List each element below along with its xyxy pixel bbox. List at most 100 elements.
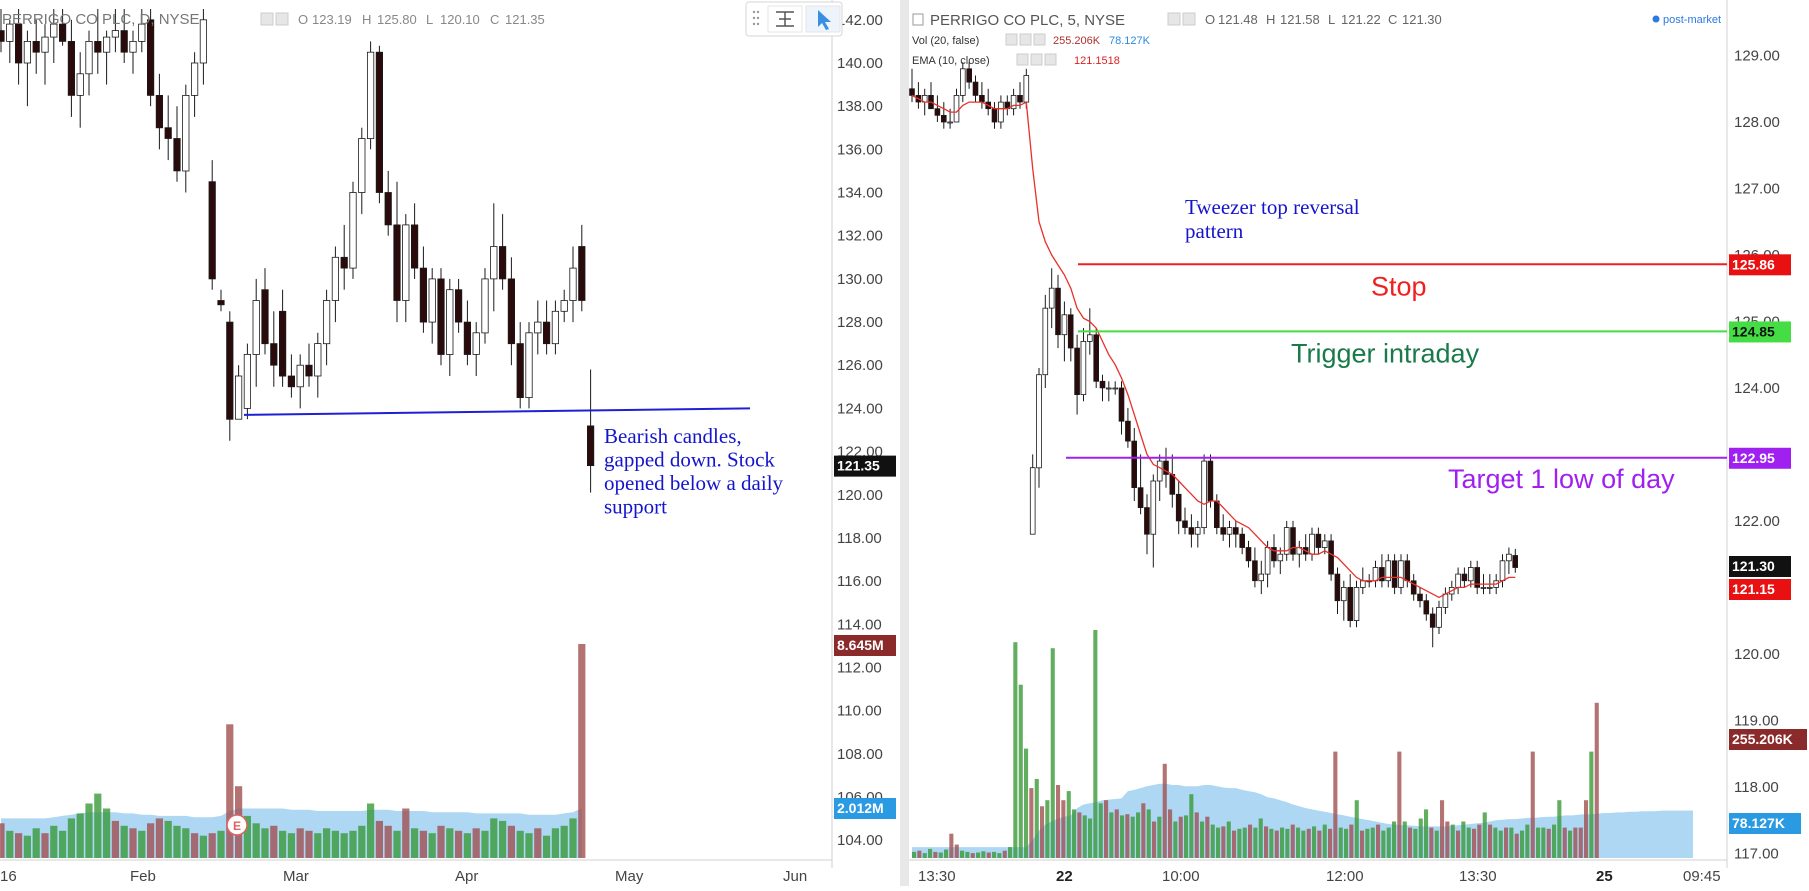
left-y-tick-label: 132.00	[837, 228, 883, 245]
left-volume-bar	[279, 830, 287, 858]
right-volume-bar	[1509, 827, 1514, 858]
left-volume-bar	[208, 833, 216, 858]
right-candle-body	[1487, 587, 1493, 589]
vol-legend-label[interactable]: Vol (20, false)	[912, 35, 979, 47]
right-volume-bar	[1328, 828, 1333, 858]
right-volume-bar	[1082, 815, 1087, 858]
left-volume-bar	[455, 830, 463, 858]
left-volume-bar	[41, 833, 49, 858]
left-volume-bar	[252, 823, 260, 858]
right-volume-bar	[997, 853, 1002, 858]
right-volume-bar	[1424, 809, 1429, 858]
ema-legend-settings-icon[interactable]	[1016, 53, 1057, 66]
right-price-axis[interactable]: 129.00128.00127.00126.00125.00124.00123.…	[1729, 48, 1807, 863]
left-x-tick-label: 16	[0, 868, 17, 885]
left-volume-bar	[516, 830, 524, 858]
right-candle	[1144, 494, 1150, 555]
right-volume-bar	[1546, 828, 1551, 858]
left-candle-body	[190, 62, 199, 96]
right-volume-bar	[1392, 821, 1397, 858]
right-pane-maximize-icon[interactable]	[912, 13, 924, 26]
left-volume-bar	[243, 815, 251, 858]
drag-handle-icon[interactable]	[752, 10, 760, 26]
right-y-tick-label: 119.00	[1734, 712, 1779, 729]
right-volume-pane	[912, 630, 1693, 858]
left-candle-body	[146, 19, 155, 96]
right-y-tick-label: 127.00	[1734, 181, 1780, 198]
right-candle	[1048, 268, 1055, 329]
right-candle-body	[1099, 380, 1106, 389]
left-volume-bar	[182, 828, 190, 858]
left-y-tick-label: 120.00	[837, 487, 883, 504]
right-volume-bar	[1136, 812, 1141, 858]
right-candle-body	[1188, 527, 1195, 535]
target-price-badge: 122.95	[1732, 450, 1775, 466]
right-candle-body	[1252, 560, 1258, 582]
left-candle	[129, 30, 137, 74]
left-symbol-title[interactable]: PERRIGO CO PLC, D, NYSE	[2, 11, 200, 28]
right-o-value: 121.48	[1218, 12, 1258, 27]
left-volume-bar	[402, 808, 410, 858]
left-volume-badge: 8.645M	[837, 637, 884, 653]
time-axes[interactable]: 16 Feb Mar Apr May Jun 13:30 22 10:00 12:00 13:30 2…	[0, 868, 1721, 885]
left-volume-bar	[525, 833, 533, 858]
right-volume-bar	[1077, 812, 1082, 858]
measure-tool-icon[interactable]	[767, 5, 803, 33]
cursor-tool-icon[interactable]	[805, 5, 841, 33]
right-candle	[1188, 514, 1195, 548]
right-y-tick-label: 124.00	[1734, 380, 1780, 397]
earnings-marker-icon[interactable]	[226, 814, 248, 836]
left-y-tick-label: 138.00	[837, 98, 883, 115]
right-h-value: 121.58	[1280, 12, 1320, 27]
ema-legend-label[interactable]: EMA (10, close)	[912, 55, 990, 67]
right-volume-bar	[1525, 824, 1530, 858]
right-candle-body	[998, 101, 1004, 123]
right-candle	[1061, 301, 1068, 362]
left-volume-bar	[173, 825, 181, 858]
right-volume-bar	[976, 852, 981, 858]
left-volume-ma-area	[1, 808, 582, 858]
right-symbol-title[interactable]: PERRIGO CO PLC, 5, NYSE	[930, 12, 1125, 29]
right-candle	[1175, 481, 1182, 535]
left-candle-body	[50, 23, 58, 38]
left-candle	[287, 354, 296, 398]
right-volume-bar	[1232, 830, 1237, 858]
left-candle	[50, 9, 58, 63]
vol-legend-settings-icon[interactable]	[1005, 33, 1046, 46]
right-candle	[1150, 474, 1157, 568]
right-volume-bar	[1589, 751, 1594, 858]
right-candle-body	[1074, 347, 1080, 396]
stop-price-badge-bg	[1729, 254, 1791, 276]
right-volume-bar	[1205, 816, 1210, 858]
right-legend-settings-icon[interactable]	[1167, 12, 1196, 26]
left-volume-bar	[543, 835, 551, 858]
right-candle	[1429, 607, 1436, 648]
left-candle	[525, 322, 533, 409]
right-candle-body	[1271, 547, 1277, 562]
right-volume-bar	[1285, 828, 1290, 858]
left-candle	[59, 9, 67, 46]
pane-splitter[interactable]	[900, 0, 909, 886]
right-volume-bar	[1418, 818, 1423, 858]
drawings-overlay: Bearish candles,gapped down. Stockopened…	[243, 195, 1727, 519]
right-candle	[1353, 580, 1360, 628]
left-volume-bar	[367, 803, 375, 858]
left-candle	[331, 246, 340, 323]
left-volume-bar	[23, 835, 31, 858]
left-candle-body	[358, 138, 366, 193]
left-x-tick-label: Jun	[783, 868, 807, 885]
trigger-price-badge-bg	[1729, 321, 1791, 343]
earnings-marker[interactable]: E	[226, 814, 248, 836]
right-candle-body	[1182, 520, 1188, 528]
left-volume-pane	[0, 644, 586, 858]
left-candle	[498, 214, 507, 290]
support-trendline[interactable]	[243, 407, 751, 416]
right-candle	[1042, 294, 1049, 388]
left-price-axis[interactable]: 142.00 140.00 138.00 136.00 134.00 132.00 130.…	[834, 12, 896, 849]
left-volume-bar	[428, 833, 436, 858]
right-candle-body	[1334, 573, 1341, 602]
right-annotation-line: pattern	[1185, 219, 1244, 243]
left-legend-settings-icon[interactable]	[260, 12, 289, 26]
left-volume-bar	[323, 828, 331, 858]
